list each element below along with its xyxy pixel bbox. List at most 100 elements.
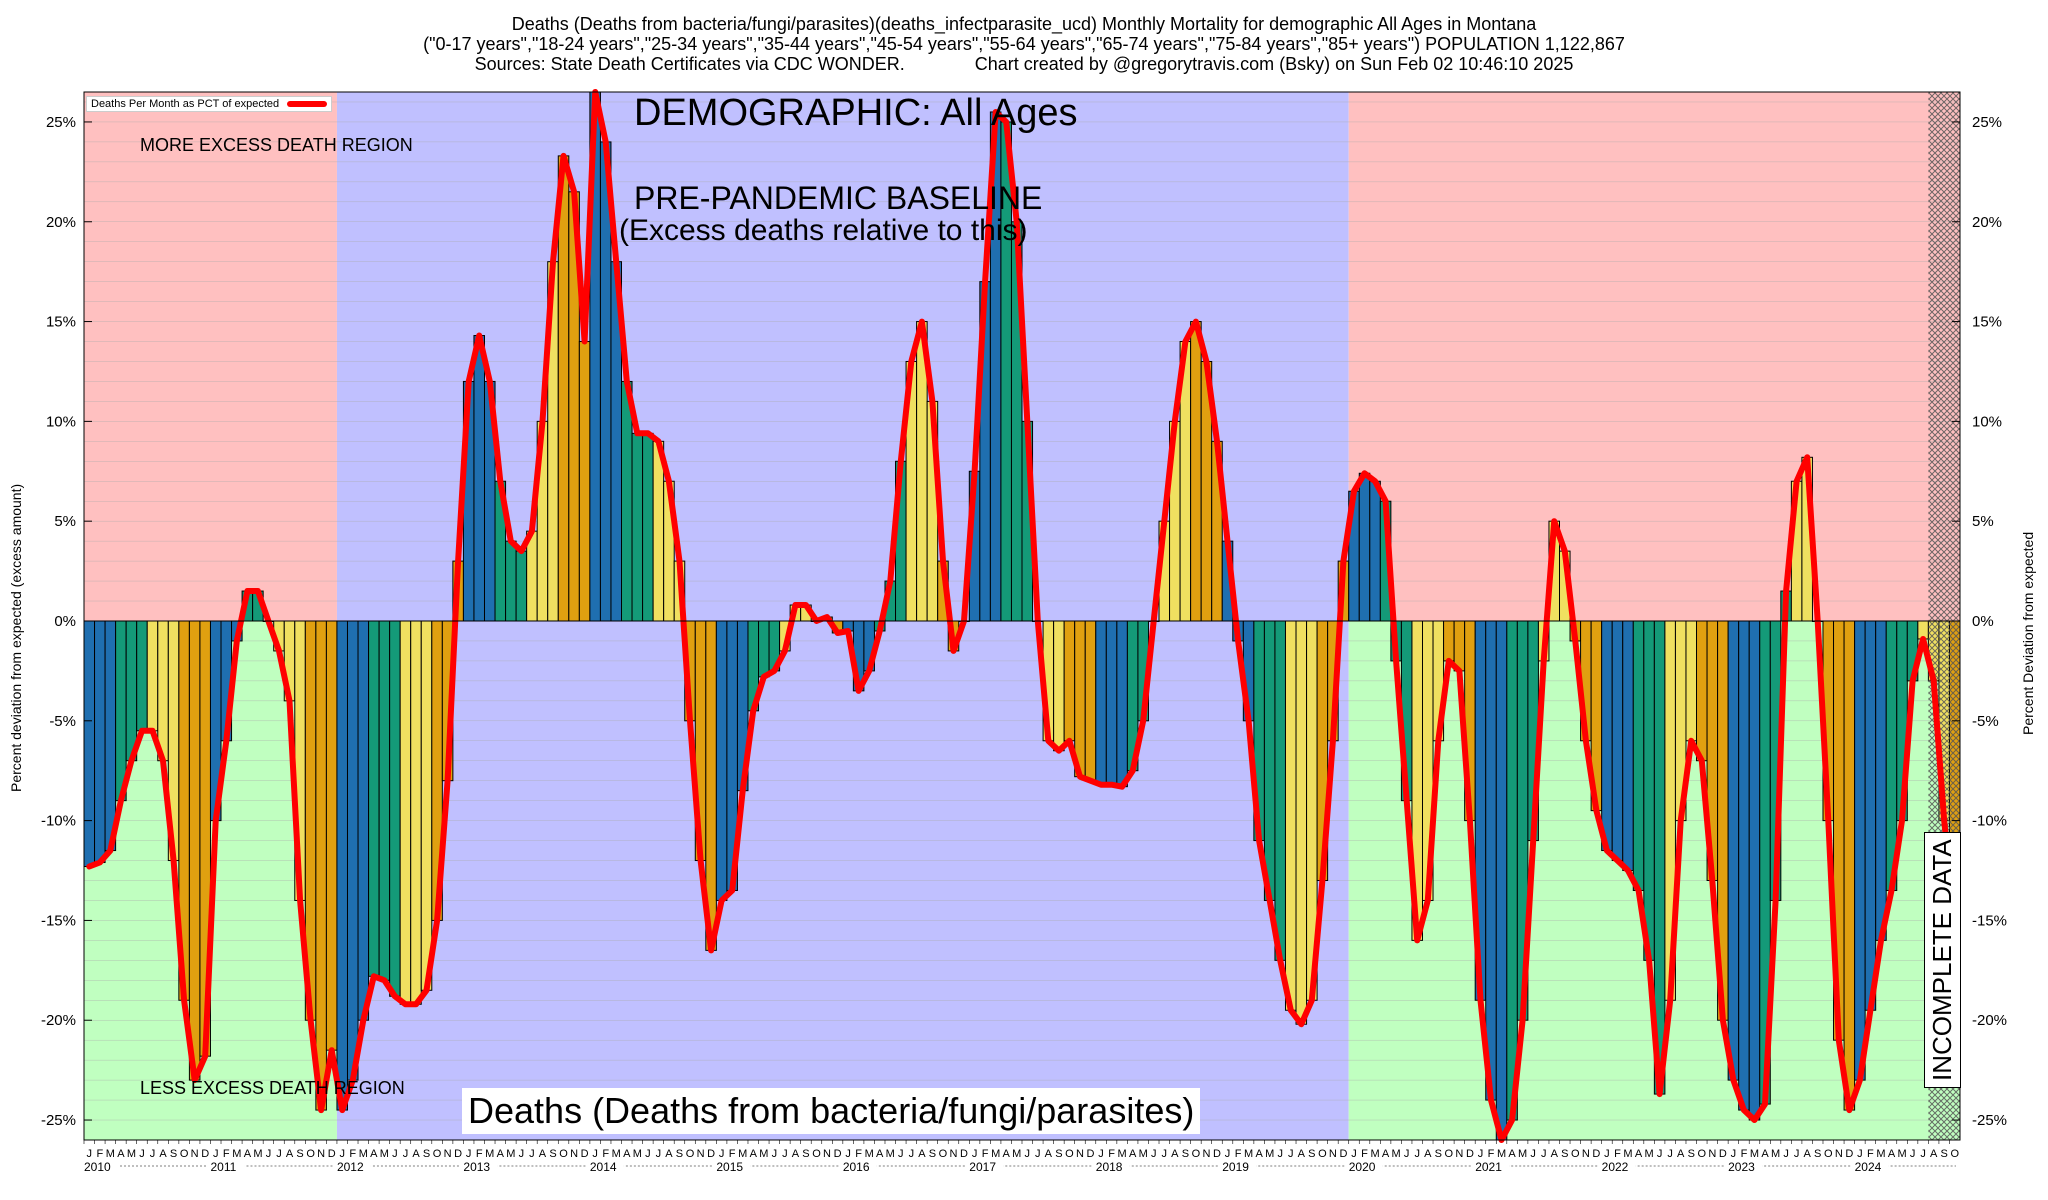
data-bar	[1116, 620, 1128, 788]
x-month-label: O	[812, 1148, 821, 1160]
x-month-label: J	[645, 1148, 651, 1160]
x-month-label: A	[1508, 1148, 1516, 1160]
x-month-label: J	[782, 1148, 788, 1160]
data-bar	[1601, 620, 1613, 852]
x-month-label: A	[1761, 1148, 1769, 1160]
x-month-label: O	[1571, 1148, 1580, 1160]
x-month-label: D	[454, 1148, 462, 1160]
x-month-label: F	[96, 1148, 103, 1160]
x-month-label: J	[1225, 1148, 1231, 1160]
y-tick-label: 25%	[46, 114, 76, 131]
x-year-label: 2021	[1475, 1160, 1502, 1174]
x-month-label: J	[1910, 1148, 1916, 1160]
x-month-label: S	[1182, 1148, 1189, 1160]
x-month-label: M	[1497, 1148, 1506, 1160]
x-month-label: J	[1035, 1148, 1041, 1160]
data-bar	[157, 620, 169, 762]
x-month-label: D	[1213, 1148, 1221, 1160]
more-excess-region	[84, 92, 337, 621]
x-month-label: F	[349, 1148, 356, 1160]
data-bar	[1295, 620, 1308, 1025]
x-month-label: F	[1614, 1148, 1621, 1160]
data-bar	[188, 620, 201, 1081]
x-month-label: F	[982, 1148, 989, 1160]
x-month-label: J	[1783, 1148, 1789, 1160]
y-tick-label-right: -20%	[1972, 1012, 2007, 1029]
x-month-label: A	[497, 1148, 505, 1160]
x-month-label: J	[656, 1148, 662, 1160]
x-month-label: A	[1804, 1148, 1812, 1160]
x-month-label: J	[772, 1148, 778, 1160]
year-label-bg	[1473, 1160, 1510, 1174]
x-month-label: J	[403, 1148, 409, 1160]
x-month-label: M	[506, 1148, 515, 1160]
data-bar	[642, 432, 654, 622]
x-month-label: S	[1561, 1148, 1568, 1160]
y-tick-label-right: -10%	[1972, 813, 2007, 830]
x-month-label: M	[738, 1148, 747, 1160]
y-tick-label: 5%	[54, 513, 76, 530]
x-month-label: S	[1688, 1148, 1695, 1160]
data-bar	[1190, 321, 1202, 622]
data-bar	[1443, 620, 1455, 662]
data-bar	[1074, 620, 1086, 778]
x-year-label: 2010	[84, 1160, 111, 1174]
x-month-label: J	[592, 1148, 598, 1160]
x-month-label: J	[1731, 1148, 1737, 1160]
x-month-label: J	[1414, 1148, 1420, 1160]
x-month-label: O	[1445, 1148, 1454, 1160]
x-month-label: D	[328, 1148, 336, 1160]
x-month-label: S	[423, 1148, 430, 1160]
y-tick-label-right: 10%	[1972, 413, 2002, 430]
x-year-label: 2022	[1602, 1160, 1629, 1174]
y-tick-label-right: -15%	[1972, 912, 2007, 929]
x-month-label: J	[845, 1148, 851, 1160]
x-month-label: J	[1657, 1148, 1663, 1160]
data-bar	[1875, 620, 1887, 941]
x-month-label: M	[1012, 1148, 1021, 1160]
x-month-label: A	[1888, 1148, 1896, 1160]
x-month-label: N	[317, 1148, 325, 1160]
x-month-label: F	[223, 1148, 230, 1160]
x-month-label: A	[286, 1148, 294, 1160]
x-month-label: M	[1771, 1148, 1780, 1160]
x-month-label: N	[1202, 1148, 1210, 1160]
x-month-label: A	[1677, 1148, 1685, 1160]
x-month-label: J	[519, 1148, 525, 1160]
data-bar	[325, 620, 338, 1051]
data-bar	[1284, 620, 1297, 1011]
x-month-label: J	[1277, 1148, 1283, 1160]
data-bar	[578, 341, 591, 622]
x-month-label: M	[991, 1148, 1000, 1160]
x-month-label: M	[485, 1148, 494, 1160]
x-month-label: J	[266, 1148, 272, 1160]
x-month-label: M	[380, 1148, 389, 1160]
data-bar	[621, 380, 633, 622]
x-year-label: 2016	[843, 1160, 870, 1174]
x-month-label: A	[117, 1148, 125, 1160]
data-bar	[1506, 620, 1518, 1121]
bottom-chart-title: Deaths (Deaths from bacteria/fungi/paras…	[462, 1088, 1201, 1134]
y-tick-label-right: -5%	[1972, 713, 1999, 730]
x-month-label: J	[1151, 1148, 1157, 1160]
y-tick-label-right: 20%	[1972, 214, 2002, 231]
data-bar	[378, 620, 391, 981]
more-excess-region	[1348, 92, 1960, 621]
x-month-label: F	[1488, 1148, 1495, 1160]
chart-legend: Deaths Per Month as PCT of expected	[86, 96, 333, 112]
data-bar	[1696, 620, 1708, 762]
x-month-label: A	[1129, 1148, 1137, 1160]
baseline-label: PRE-PANDEMIC BASELINE	[634, 180, 1043, 216]
y-tick-label: 20%	[46, 214, 76, 231]
x-month-label: A	[623, 1148, 631, 1160]
x-month-label: J	[1667, 1148, 1673, 1160]
data-bar	[1263, 620, 1276, 901]
x-month-label: M	[865, 1148, 874, 1160]
x-month-label: A	[1382, 1148, 1390, 1160]
x-month-label: A	[370, 1148, 378, 1160]
data-bar	[631, 432, 644, 622]
right-axis-title: Percent Deviation from expected	[2020, 531, 2036, 735]
x-month-label: F	[729, 1148, 736, 1160]
x-month-label: F	[1361, 1148, 1368, 1160]
x-month-label: J	[139, 1148, 145, 1160]
